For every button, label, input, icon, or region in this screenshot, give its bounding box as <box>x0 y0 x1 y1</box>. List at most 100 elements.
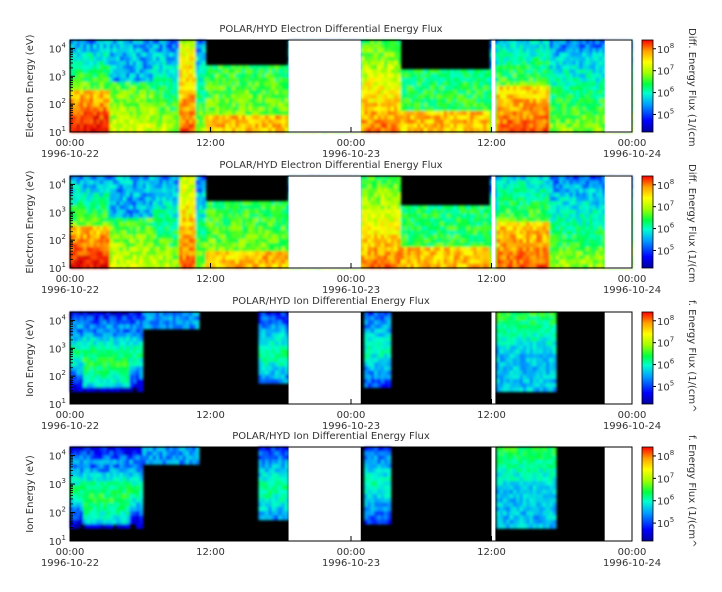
x-tick-date: 1996-10-22 <box>41 421 99 432</box>
colorbar <box>641 311 654 405</box>
y-axis-label: Electron Energy (eV) <box>25 170 36 273</box>
x-tick-time: 00:00 <box>337 274 366 285</box>
x-tick-time: 00:00 <box>56 547 85 558</box>
colorbar-label: Diff. Energy Flux (1/(cm <box>686 28 697 147</box>
data-gap <box>604 39 632 133</box>
y-axis-label: Electron Energy (eV) <box>25 34 36 137</box>
colorbar-label: f. Energy Flux (1/(cm^ <box>686 300 697 412</box>
colorbar-label: Diff. Energy Flux (1/(cm <box>686 164 697 283</box>
panel-4: POLAR/HYD Ion Differential Energy Flux Io… <box>25 431 697 569</box>
x-tick-time: 12:00 <box>196 410 225 421</box>
y-tick-label: 103 <box>49 341 66 355</box>
x-tick-date: 1996-10-23 <box>322 285 380 296</box>
x-tick-date: 1996-10-23 <box>322 421 380 432</box>
y-tick-label: 102 <box>49 506 66 520</box>
panel-title: POLAR/HYD Electron Differential Energy F… <box>219 160 442 171</box>
panel-2: POLAR/HYD Electron Differential Energy F… <box>25 160 697 296</box>
data-gap <box>288 446 361 542</box>
x-tick-time: 12:00 <box>477 547 506 558</box>
colorbar-tick-label: 106 <box>657 494 675 508</box>
x-tick-time: 12:00 <box>196 138 225 149</box>
y-tick-label: 101 <box>49 534 66 548</box>
y-tick-label: 103 <box>49 69 66 83</box>
x-tick-date: 1996-10-23 <box>322 149 380 160</box>
x-tick-date: 1996-10-24 <box>603 421 661 432</box>
x-tick-time: 00:00 <box>337 138 366 149</box>
y-tick-label: 102 <box>49 97 66 111</box>
y-tick-label: 102 <box>49 233 66 247</box>
colorbar-tick-label: 106 <box>657 358 675 372</box>
y-tick-label: 104 <box>49 177 67 191</box>
y-tick-label: 103 <box>49 477 66 491</box>
y-tick-label: 103 <box>49 205 66 219</box>
data-gap <box>604 175 632 269</box>
x-tick-time: 00:00 <box>618 547 647 558</box>
colorbar-label: f. Energy Flux (1/(cm^ <box>686 435 697 547</box>
colorbar <box>641 39 654 133</box>
colorbar-tick-label: 106 <box>657 86 675 100</box>
panel-title: POLAR/HYD Electron Differential Energy F… <box>219 24 442 35</box>
x-tick-date: 1996-10-24 <box>603 285 661 296</box>
x-tick-time: 00:00 <box>56 138 85 149</box>
colorbar-tick-label: 105 <box>657 516 674 530</box>
data-gap <box>604 311 632 405</box>
data-gap <box>288 311 361 405</box>
x-tick-time: 00:00 <box>337 547 366 558</box>
data-gap <box>491 311 496 405</box>
data-gap <box>288 39 361 133</box>
spectrogram <box>70 447 557 529</box>
panel-1: POLAR/HYD Electron Differential Energy F… <box>25 24 697 160</box>
y-tick-label: 104 <box>49 313 67 327</box>
spectrogram <box>70 312 557 393</box>
colorbar <box>641 446 654 542</box>
x-tick-date: 1996-10-22 <box>41 149 99 160</box>
colorbar-tick-label: 105 <box>657 107 674 121</box>
y-axis-label: Ion Energy (eV) <box>25 319 36 397</box>
y-axis-label: Ion Energy (eV) <box>25 455 36 533</box>
y-tick-label: 101 <box>49 125 66 139</box>
data-gap <box>491 39 496 133</box>
x-tick-time: 12:00 <box>477 410 506 421</box>
data-gap <box>491 175 496 269</box>
x-tick-date: 1996-10-24 <box>603 149 661 160</box>
x-tick-date: 1996-10-22 <box>41 285 99 296</box>
x-tick-time: 12:00 <box>196 547 225 558</box>
x-tick-time: 12:00 <box>477 274 506 285</box>
colorbar-tick-label: 108 <box>657 449 674 463</box>
colorbar-tick-label: 108 <box>657 42 674 56</box>
colorbar-tick-label: 106 <box>657 222 675 236</box>
x-tick-time: 00:00 <box>618 410 647 421</box>
colorbar-tick-label: 108 <box>657 314 674 328</box>
x-tick-time: 00:00 <box>56 274 85 285</box>
data-gap <box>288 175 361 269</box>
colorbar-tick-label: 108 <box>657 178 674 192</box>
x-tick-date: 1996-10-23 <box>322 558 380 569</box>
panel-title: POLAR/HYD Ion Differential Energy Flux <box>232 431 430 442</box>
colorbar-tick-label: 107 <box>657 200 674 214</box>
y-tick-label: 104 <box>49 449 67 463</box>
y-tick-label: 101 <box>49 261 66 275</box>
x-tick-time: 00:00 <box>618 138 647 149</box>
x-tick-date: 1996-10-24 <box>603 558 661 569</box>
x-tick-time: 12:00 <box>477 138 506 149</box>
colorbar <box>641 175 654 269</box>
panel-title: POLAR/HYD Ion Differential Energy Flux <box>232 296 430 307</box>
x-tick-date: 1996-10-22 <box>41 558 99 569</box>
x-tick-time: 00:00 <box>337 410 366 421</box>
colorbar-tick-label: 107 <box>657 64 674 78</box>
spectrogram <box>70 176 633 269</box>
y-tick-label: 102 <box>49 369 66 383</box>
colorbar-tick-label: 105 <box>657 379 674 393</box>
x-tick-time: 00:00 <box>618 274 647 285</box>
y-tick-label: 104 <box>49 41 67 55</box>
colorbar-tick-label: 105 <box>657 243 674 257</box>
panel-3: POLAR/HYD Ion Differential Energy Flux Io… <box>25 296 697 432</box>
data-gap <box>604 446 632 542</box>
x-tick-time: 00:00 <box>56 410 85 421</box>
y-tick-label: 101 <box>49 397 66 411</box>
colorbar-tick-label: 107 <box>657 471 674 485</box>
x-tick-time: 12:00 <box>196 274 225 285</box>
data-gap <box>491 446 496 542</box>
colorbar-tick-label: 107 <box>657 336 674 350</box>
